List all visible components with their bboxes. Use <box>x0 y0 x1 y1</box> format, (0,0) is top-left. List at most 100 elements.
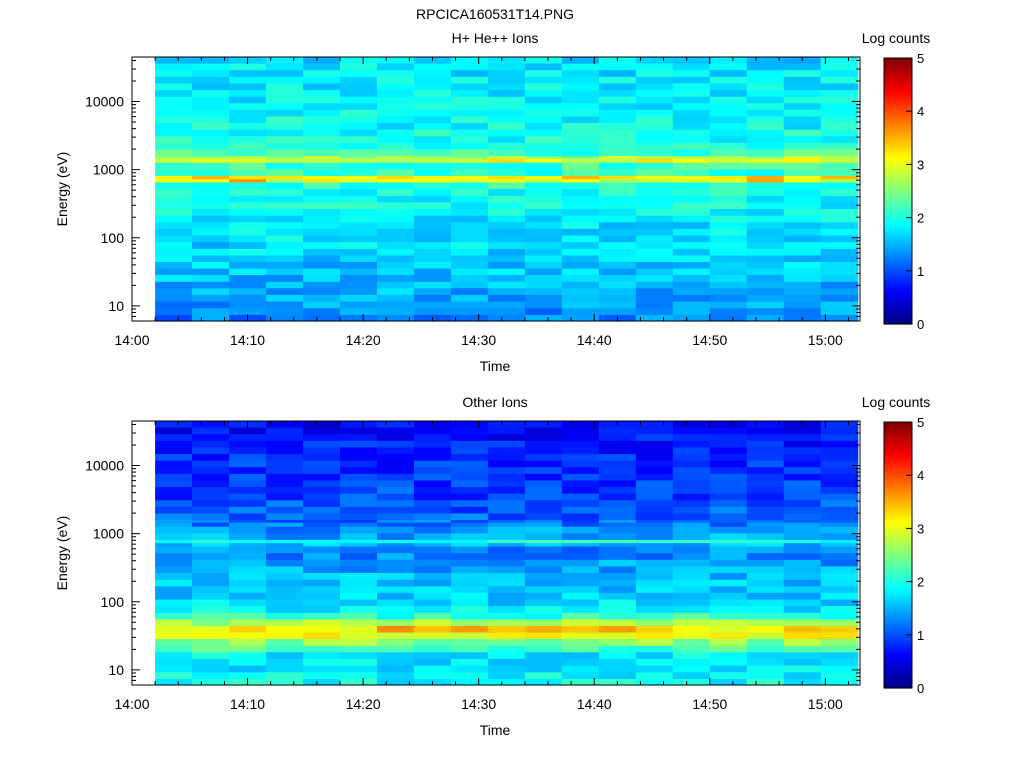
heatmap-cell <box>192 175 230 180</box>
colorbar-segment <box>884 215 912 219</box>
heatmap-cell <box>746 307 785 315</box>
heatmap-cell <box>192 453 230 461</box>
heatmap-cell <box>598 201 637 209</box>
heatmap-cell <box>450 421 489 428</box>
colorbar-segment <box>884 122 912 126</box>
heatmap-cell <box>635 307 674 315</box>
x-tick-label: 14:10 <box>230 332 265 348</box>
heatmap-cell <box>635 248 674 256</box>
heatmap-cell <box>635 671 674 679</box>
panel-title: Other Ions <box>462 394 527 410</box>
heatmap-cell <box>266 427 304 435</box>
heatmap-cell <box>229 82 267 91</box>
heatmap-cell <box>266 631 304 639</box>
heatmap-cell <box>487 421 526 428</box>
heatmap-cell <box>635 552 674 560</box>
heatmap-cell <box>487 234 526 243</box>
heatmap-cell <box>820 526 859 534</box>
heatmap-cell <box>413 453 452 461</box>
heatmap-cell <box>229 188 267 196</box>
heatmap-cell <box>192 221 230 229</box>
heatmap-cell <box>413 612 452 620</box>
heatmap-cell <box>709 287 748 295</box>
heatmap-cell <box>376 148 415 157</box>
heatmap-cell <box>820 532 859 540</box>
heatmap-cell <box>413 512 452 521</box>
colorbar-segment <box>884 645 912 649</box>
x-tick-label: 15:00 <box>808 332 843 348</box>
heatmap-cell <box>635 433 674 441</box>
heatmap-cell <box>487 261 526 269</box>
heatmap-cell <box>820 598 859 607</box>
plot-frame <box>131 420 861 686</box>
heatmap-cell <box>524 473 563 481</box>
heatmap-cell <box>746 493 785 501</box>
colorbar-segment <box>884 268 912 272</box>
colorbar-segment <box>884 541 912 545</box>
heatmap-cell <box>635 532 674 540</box>
heatmap-cell <box>709 453 748 461</box>
heatmap-cell <box>266 178 304 183</box>
heatmap-cell <box>561 287 600 295</box>
heatmap-cell <box>376 195 415 203</box>
heatmap-cell <box>820 572 859 580</box>
heatmap-cell <box>524 181 563 190</box>
heatmap-cell <box>155 175 193 180</box>
heatmap-cell <box>746 158 785 163</box>
colorbar-segment <box>884 155 912 159</box>
heatmap-cell <box>192 638 230 646</box>
heatmap-cell <box>783 241 822 249</box>
colorbar-segment <box>884 246 912 250</box>
heatmap-cell <box>487 57 526 64</box>
heatmap-cell <box>340 76 378 84</box>
heatmap-cell <box>413 168 452 176</box>
heatmap-cell <box>561 486 600 494</box>
heatmap-cell <box>413 89 452 97</box>
heatmap-cell <box>487 522 526 527</box>
colorbar-segment <box>884 683 912 687</box>
heatmap-cell <box>635 241 674 249</box>
heatmap-cell <box>709 294 748 302</box>
heatmap-cell <box>746 228 785 236</box>
colorbar-segment <box>884 515 912 518</box>
heatmap-cell <box>487 300 526 309</box>
heatmap-cell <box>340 241 378 249</box>
colorbar-segment <box>884 273 912 276</box>
heatmap-cell <box>192 473 230 481</box>
colorbar-segment <box>884 248 912 252</box>
heatmap-cell <box>155 69 193 77</box>
heatmap-cell <box>192 552 230 560</box>
heatmap-cell <box>672 96 711 104</box>
colorbar-segment <box>884 510 912 514</box>
colorbar-segment <box>884 581 912 585</box>
heatmap-cell <box>155 427 193 435</box>
heatmap-cell <box>229 287 267 295</box>
heatmap-cell <box>450 645 489 653</box>
heatmap-cell <box>340 671 378 679</box>
heatmap-cell <box>783 512 822 521</box>
heatmap-cell <box>635 440 674 448</box>
heatmap-cell <box>487 248 526 256</box>
heatmap-cell <box>598 440 637 448</box>
heatmap-cell <box>266 440 304 448</box>
heatmap-cell <box>450 506 489 514</box>
heatmap-cell <box>635 427 674 435</box>
heatmap-cell <box>376 427 415 435</box>
colorbar-segment <box>884 137 912 141</box>
heatmap-cell <box>340 261 378 269</box>
heatmap-cell <box>376 178 415 183</box>
heatmap-cell <box>635 579 674 587</box>
heatmap-cell <box>783 506 822 514</box>
heatmap-cell <box>820 63 859 71</box>
heatmap-cell <box>155 512 193 521</box>
heatmap-cell <box>524 671 563 679</box>
heatmap-cell <box>303 598 341 607</box>
heatmap-cell <box>598 221 637 229</box>
heatmap-cell <box>746 102 785 110</box>
heatmap-cell <box>192 592 230 600</box>
heatmap-cell <box>746 208 785 216</box>
colorbar-segment <box>884 219 912 223</box>
heatmap-cell <box>340 473 378 481</box>
heatmap-cell <box>340 625 378 633</box>
colorbar-segment <box>884 592 912 596</box>
